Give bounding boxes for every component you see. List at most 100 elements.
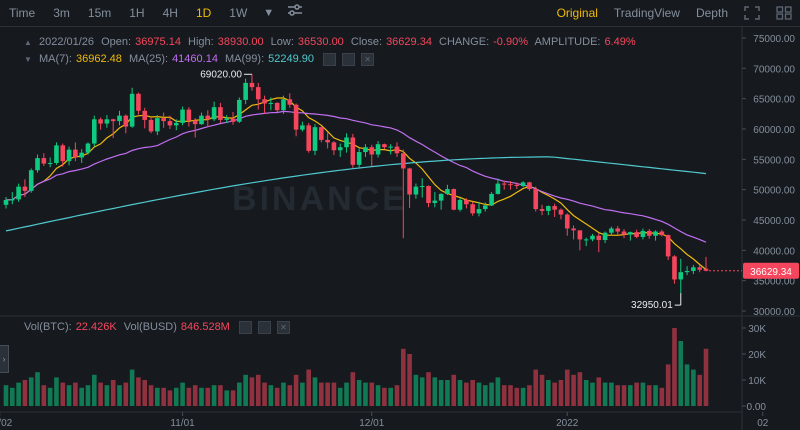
candle-body (10, 199, 15, 201)
candle-body (672, 256, 677, 280)
candle-body (539, 209, 545, 211)
volume-bar (445, 380, 450, 406)
volume-bar (306, 369, 312, 406)
candle-body (54, 145, 59, 163)
candle-body (306, 125, 312, 151)
timeframe-1w[interactable]: 1W (229, 6, 248, 20)
candle-body (110, 119, 116, 122)
caret-down-icon[interactable]: ▼ (263, 7, 275, 19)
time-interval-label[interactable]: Time (9, 6, 36, 20)
tab-original[interactable]: Original (556, 6, 598, 20)
volume-bar (192, 385, 198, 406)
candle-body (142, 110, 148, 120)
candle-body (356, 152, 362, 165)
candle-body (508, 184, 513, 186)
volume-bar (375, 385, 381, 406)
hide-volume-icon[interactable] (238, 321, 252, 334)
timeframe-1h[interactable]: 1H (129, 6, 145, 20)
candle-body (28, 170, 34, 191)
time-tick-label: 11/01 (170, 418, 195, 429)
open-value: 36975.14 (135, 36, 181, 48)
candle-body (237, 99, 242, 122)
expand-icon[interactable] (744, 6, 760, 20)
volume-bar (672, 328, 677, 406)
high-label: High: (188, 36, 214, 48)
hide-indicator-icon[interactable] (323, 53, 337, 66)
volume-tick-label: 30K (748, 324, 766, 335)
volume-bar (10, 387, 15, 406)
close-indicator-icon[interactable]: ✕ (361, 53, 375, 66)
candle-body (300, 125, 305, 130)
candle-body (186, 109, 192, 121)
candle-body (602, 232, 608, 241)
price-chart[interactable]: BINANCE 75000.00 70000.00 65000.00 60000.00… (0, 27, 800, 430)
volume-bar (520, 387, 526, 406)
candle-body (98, 119, 103, 124)
candle-body (697, 267, 702, 270)
change-label: CHANGE: (439, 36, 490, 48)
settings-volume-icon[interactable] (257, 321, 271, 334)
close-volume-icon[interactable]: ✕ (276, 321, 290, 334)
candle-body (571, 228, 576, 231)
volume-legend: Vol(BTC): 22.426K Vol(BUSD) 846.528M ✕ (24, 321, 294, 334)
volume-bar (400, 348, 406, 406)
volume-bar (596, 377, 602, 406)
candle-body (394, 146, 400, 154)
volume-bar (28, 377, 34, 406)
candle-body (375, 144, 381, 155)
tab-tradingview[interactable]: TradingView (613, 6, 680, 20)
collapse-caret-icon[interactable]: ▼ (24, 55, 32, 65)
panel-toggle-handle[interactable]: › (0, 345, 9, 373)
candle-body (281, 99, 286, 111)
volume-bar (363, 382, 368, 406)
volume-bar (602, 382, 608, 406)
candle-body (388, 146, 393, 148)
grid-icon[interactable] (776, 6, 792, 20)
volume-bar (558, 380, 564, 406)
volume-bar (514, 387, 520, 406)
candle-body (489, 193, 494, 206)
vol-btc-label: Vol(BTC): (24, 321, 72, 334)
candle-body (224, 118, 230, 120)
timeframe-3m[interactable]: 3m (53, 6, 70, 20)
candle-body (501, 183, 507, 185)
tab-depth[interactable]: Depth (695, 6, 728, 20)
volume-bar (350, 372, 356, 406)
volume-bar (678, 341, 684, 406)
candle-body (73, 149, 78, 158)
watermark: BINANCE (232, 180, 408, 218)
timeframe-15m[interactable]: 15m (87, 6, 112, 20)
price-tick-label: 35000.00 (753, 277, 795, 288)
candle-body (634, 232, 639, 237)
collapse-caret-icon[interactable]: ▲ (24, 38, 32, 47)
volume-bar (73, 382, 78, 406)
vol-btc-value: 22.426K (75, 321, 117, 334)
price-tick-label: 45000.00 (753, 216, 795, 227)
view-tabs: Original TradingView Depth (549, 0, 800, 26)
candle-body (552, 206, 557, 210)
candle-body (344, 137, 349, 148)
volume-bar (98, 382, 103, 406)
candle-body (79, 152, 84, 158)
volume-bar (413, 374, 419, 406)
candle-body (533, 189, 539, 210)
candle-body (167, 121, 173, 126)
candle-body (590, 235, 595, 240)
volume-bar (539, 374, 545, 406)
volume-bar (35, 372, 40, 406)
volume-bar (47, 387, 53, 406)
volume-bar (665, 364, 671, 406)
timeframe-1d[interactable]: 1D (195, 6, 212, 20)
sliders-icon[interactable] (281, 0, 309, 26)
timeframe-4h[interactable]: 4H (162, 6, 178, 20)
volume-bar (653, 385, 658, 406)
settings-indicator-icon[interactable] (342, 53, 356, 66)
candle-body (293, 104, 299, 130)
candle-body (22, 186, 28, 191)
volume-bar (482, 385, 488, 406)
volume-bar (388, 387, 393, 406)
candle-body (583, 239, 589, 241)
candle-body (129, 93, 135, 127)
volume-bar (262, 382, 267, 406)
candle-body (564, 214, 570, 229)
